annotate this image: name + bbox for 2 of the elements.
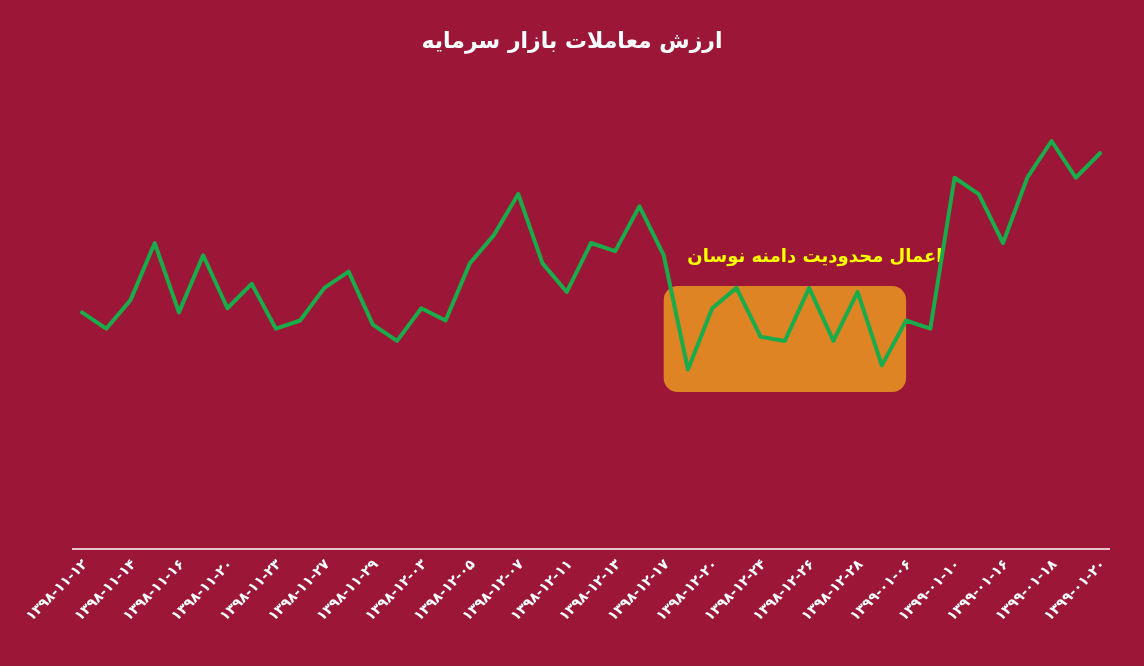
band-label: اعمال محدودیت دامنه نوسان <box>687 245 943 267</box>
title: ارزش معاملات بازار سرمایه <box>421 28 723 53</box>
